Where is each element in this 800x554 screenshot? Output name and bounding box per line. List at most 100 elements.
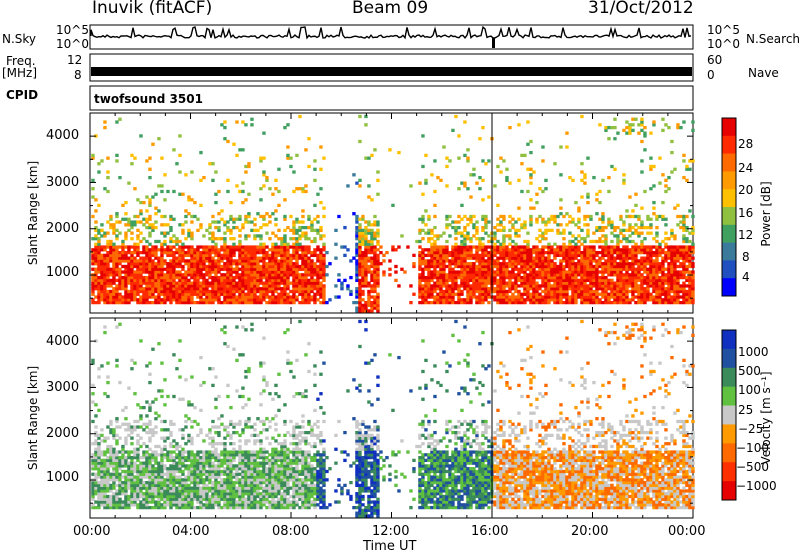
power-cell (553, 214, 557, 219)
power-cell (244, 264, 248, 269)
x-tick-label: 16:00 (471, 524, 509, 539)
power-cell (478, 278, 482, 283)
power-cell (463, 275, 467, 280)
velocity-cell (115, 475, 119, 479)
power-cell (295, 275, 299, 280)
power-cell (121, 217, 125, 221)
power-cell (607, 262, 611, 266)
power-cell (478, 253, 482, 258)
power-cell (505, 267, 509, 271)
power-cell (448, 250, 452, 255)
power-cell (220, 248, 224, 252)
power-cell (244, 245, 248, 249)
power-cell (109, 256, 113, 260)
power-cell (118, 295, 122, 299)
power-cell (622, 264, 626, 269)
power-cell (511, 264, 515, 269)
power-cell (634, 270, 638, 274)
power-cell (313, 267, 317, 271)
power-cell (121, 298, 125, 302)
power-cell (433, 248, 437, 252)
power-cell (130, 225, 134, 230)
power-cell (304, 250, 308, 255)
power-cell (370, 289, 374, 294)
power-cell (298, 253, 302, 258)
power-cell (445, 300, 449, 305)
velocity-cell (100, 428, 104, 432)
power-cell (211, 256, 215, 260)
power-cell (307, 300, 311, 305)
power-cell (610, 239, 614, 244)
power-cell (508, 125, 512, 130)
power-cell (673, 259, 677, 263)
power-cell (547, 298, 551, 302)
power-cell (643, 298, 647, 302)
power-cell (613, 137, 617, 141)
power-cell (151, 275, 155, 280)
power-cell (235, 248, 239, 252)
power-cell (97, 239, 101, 244)
power-cell (145, 300, 149, 305)
power-cell (148, 273, 152, 277)
power-cell (691, 278, 695, 283)
power-cell (124, 278, 128, 283)
power-cell (451, 253, 455, 258)
power-cell (313, 273, 317, 277)
power-cell (118, 250, 122, 255)
power-cell (181, 278, 185, 283)
power-cell (466, 148, 470, 152)
power-cell (148, 262, 152, 266)
power-cell (106, 239, 110, 244)
power-cell (496, 289, 500, 294)
power-cell (217, 275, 221, 280)
power-cell (421, 259, 425, 263)
power-cell (115, 300, 119, 305)
power-cell (487, 300, 491, 305)
power-cell (172, 287, 176, 291)
power-cell (190, 245, 194, 249)
power-cell (523, 264, 527, 269)
power-cell (172, 273, 176, 277)
power-cell (433, 250, 437, 255)
power-cell (433, 189, 437, 194)
power-cell (574, 262, 578, 266)
power-cell (235, 217, 239, 221)
power-cell (115, 234, 119, 238)
power-cell (616, 267, 620, 271)
power-cell (241, 287, 245, 291)
velocity-cell (106, 447, 110, 451)
power-cell (214, 242, 218, 246)
power-cell (520, 153, 524, 158)
power-cell (97, 250, 101, 255)
velocity-cell (133, 503, 137, 507)
power-cell (145, 250, 149, 255)
power-cell (454, 300, 458, 305)
power-cell (232, 250, 236, 255)
power-cell (445, 287, 449, 291)
power-cell (598, 298, 602, 302)
power-cell (373, 262, 377, 266)
power-cell (259, 298, 263, 302)
power-cell (133, 287, 137, 291)
power-cell (661, 267, 665, 271)
power-cell (175, 281, 179, 285)
power-cell (688, 270, 692, 274)
power-cell (235, 273, 239, 277)
power-cell (151, 259, 155, 263)
power-cell (91, 178, 95, 183)
power-cell (457, 275, 461, 280)
velocity-cell (100, 472, 104, 476)
power-cell (307, 295, 311, 299)
power-cell (439, 292, 443, 296)
power-cell (295, 153, 299, 158)
power-cell (442, 250, 446, 255)
power-cell (154, 239, 158, 244)
power-cell (163, 242, 167, 246)
power-cell (538, 300, 542, 305)
power-cell (163, 250, 167, 255)
power-cell (259, 250, 263, 255)
power-cell (100, 267, 104, 271)
power-cell (613, 234, 617, 238)
power-cell (367, 256, 371, 260)
velocity-cell (118, 322, 122, 326)
